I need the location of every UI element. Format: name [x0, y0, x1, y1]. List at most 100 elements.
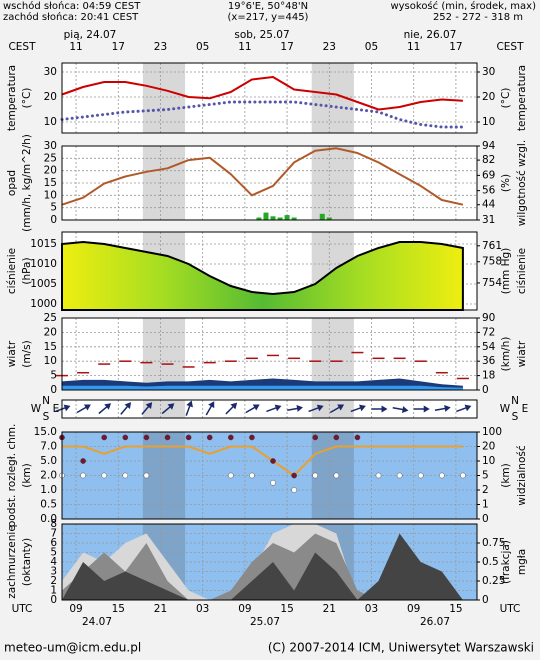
series-dot	[206, 434, 213, 441]
sunrise: wschód słońca: 04:59 CEST	[3, 0, 141, 12]
series-line	[61, 76, 463, 111]
wind-arrow-head	[230, 402, 238, 410]
y-tick-label: 4	[50, 556, 57, 568]
series-dot	[101, 434, 108, 441]
wind-arrow-head	[63, 404, 71, 412]
precip-bar	[270, 216, 276, 220]
day-label: pią, 24.07	[64, 29, 117, 41]
series-dot	[143, 472, 150, 479]
y2-tick-label: 10	[482, 455, 495, 467]
y2-axis-label: wiatr	[516, 340, 528, 367]
y-tick-label: 0.0	[40, 513, 57, 525]
cest-tick-label: 11	[69, 41, 82, 53]
panel-frame	[61, 399, 478, 419]
y2-tick-label: 56	[482, 185, 496, 197]
cest-tick-label: 11	[238, 41, 251, 53]
top-time-label: CEST	[8, 41, 36, 53]
cest-tick-label: 23	[323, 41, 336, 53]
precip-bar	[326, 217, 332, 220]
sunset: zachód słońca: 20:41 CEST	[3, 11, 139, 23]
elevation-title: wysokość (min, środek, max)	[390, 0, 536, 12]
wind-arrow	[329, 404, 345, 414]
y2-tick-label: 0.5	[482, 556, 499, 568]
wind-arrow-head	[296, 405, 303, 412]
wind-arrow-head	[337, 404, 345, 411]
y-axis-label: (m/s)	[21, 340, 33, 367]
y-tick-label: 7	[50, 528, 57, 540]
utc-tick-label: 09	[238, 603, 251, 615]
series-dot	[333, 434, 340, 441]
y2-tick-label: 0.25	[482, 575, 505, 587]
y2-tick-label: 754	[482, 277, 502, 289]
y2-tick-label: 10	[482, 116, 495, 128]
y-tick-label: 1005	[30, 278, 57, 290]
series-dot	[354, 434, 361, 441]
y2-axis-label: (mm Hg)	[500, 248, 512, 295]
top-time-label: CEST	[496, 41, 524, 53]
utc-tick-label: 09	[69, 603, 82, 615]
series-dot	[312, 434, 319, 441]
precip-bar	[256, 217, 262, 220]
y-tick-label: 8	[50, 518, 57, 530]
wind-arrow	[245, 404, 260, 414]
y2-tick-label: 90	[482, 312, 495, 324]
wind-arrow	[308, 404, 324, 413]
compass-e: E	[522, 403, 529, 415]
y2-tick-label: 18	[482, 370, 495, 382]
wind-arrow-head	[208, 401, 215, 409]
series-area	[61, 240, 464, 311]
wind-arrow	[371, 405, 388, 413]
wind-arrow	[141, 402, 153, 415]
series-dot	[122, 434, 129, 441]
y-tick-label: 5	[50, 202, 57, 214]
bottom-time-label: UTC	[500, 603, 521, 615]
y-axis-label: temperatura	[6, 65, 18, 131]
series-dot	[291, 472, 297, 479]
wind-arrow	[185, 400, 193, 416]
series-dot	[228, 434, 234, 441]
night-band	[142, 63, 186, 133]
y-tick-label: 0	[50, 214, 57, 226]
wind-arrow-head	[167, 403, 175, 410]
compass-e: E	[53, 403, 60, 415]
panel-frame	[61, 62, 478, 134]
wind-arrow	[98, 403, 112, 415]
series-dot	[439, 472, 445, 479]
precip-bar	[277, 217, 283, 220]
cest-tick-label: 17	[280, 41, 293, 53]
y-tick-label: 1010	[30, 258, 57, 270]
y-tick-label: 1	[50, 585, 57, 597]
y2-axis-label: (km)	[500, 463, 512, 488]
y2-tick-label: 31	[482, 214, 495, 226]
cest-tick-label: 17	[112, 41, 125, 53]
y-axis-label: (°C)	[21, 88, 33, 109]
utc-tick-label: 03	[365, 603, 378, 615]
wind-arrow-head	[316, 404, 324, 412]
y-tick-label: 30	[44, 140, 57, 152]
panel-frame	[61, 431, 478, 520]
series-dot	[122, 472, 129, 479]
panel-frame	[61, 231, 478, 311]
y2-tick-label: 20	[482, 91, 495, 103]
elevation: 252 - 272 - 318 m	[433, 12, 523, 23]
y-tick-label: 25	[44, 152, 57, 164]
coordinates: 19°6'E, 50°48'N	[228, 1, 308, 12]
y2-axis-label: mgła	[516, 549, 528, 575]
y2-tick-label: 30	[482, 66, 495, 78]
y2-tick-label: 94	[482, 140, 496, 152]
y2-tick-label: 69	[482, 169, 495, 181]
series-dot	[270, 458, 276, 464]
y2-tick-label: 54	[482, 341, 496, 353]
wind-arrow-head	[186, 400, 193, 408]
panel-background	[62, 63, 477, 133]
compass-n: N	[42, 395, 50, 407]
day-label: nie, 26.07	[404, 29, 457, 41]
y-axis-label: opad	[6, 170, 18, 196]
y-tick-label: 3	[50, 566, 57, 578]
wind-arrow	[266, 404, 282, 413]
day-label: 25.07	[250, 616, 280, 628]
series-dot	[228, 472, 234, 479]
y2-tick-label: 758	[482, 256, 502, 268]
y-tick-label: 7.0	[40, 441, 57, 453]
